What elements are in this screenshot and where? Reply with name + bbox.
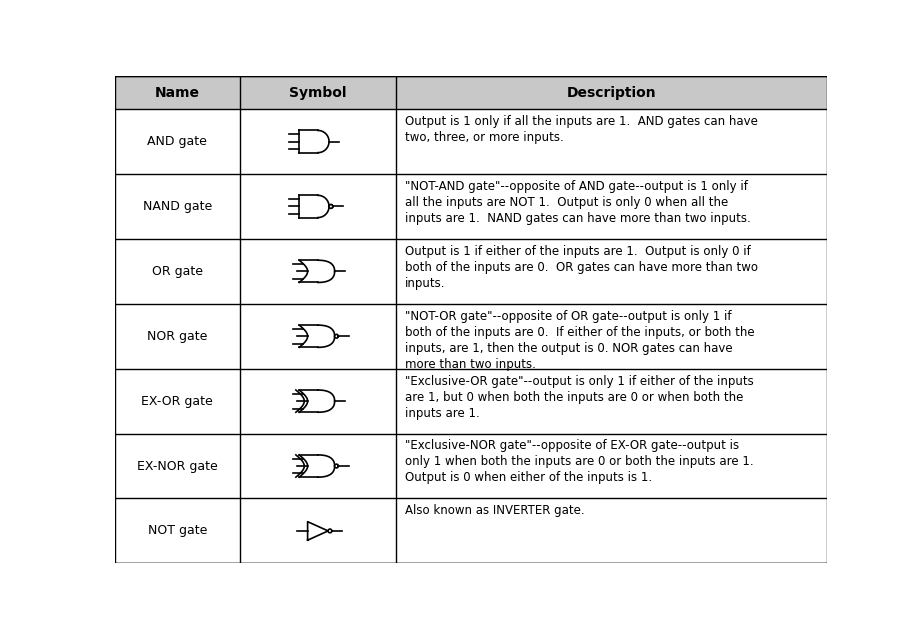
Text: AND gate: AND gate: [147, 135, 207, 148]
Text: EX-NOR gate: EX-NOR gate: [137, 460, 218, 472]
Text: "NOT-AND gate"--opposite of AND gate--output is 1 only if
all the inputs are NOT: "NOT-AND gate"--opposite of AND gate--ou…: [404, 180, 751, 225]
Text: Output is 1 if either of the inputs are 1.  Output is only 0 if
both of the inpu: Output is 1 if either of the inputs are …: [404, 245, 758, 290]
Text: Description: Description: [567, 85, 656, 99]
Text: OR gate: OR gate: [152, 265, 203, 278]
Text: "Exclusive-NOR gate"--opposite of EX-OR gate--output is
only 1 when both the inp: "Exclusive-NOR gate"--opposite of EX-OR …: [404, 439, 754, 484]
Text: Name: Name: [154, 85, 199, 99]
Text: "Exclusive-OR gate"--output is only 1 if either of the inputs
are 1, but 0 when : "Exclusive-OR gate"--output is only 1 if…: [404, 375, 754, 420]
Text: EX-OR gate: EX-OR gate: [142, 394, 213, 408]
Text: NOR gate: NOR gate: [147, 330, 208, 342]
Text: NOT gate: NOT gate: [148, 524, 207, 537]
Text: Also known as INVERTER gate.: Also known as INVERTER gate.: [404, 505, 584, 517]
Bar: [115, 76, 827, 109]
Polygon shape: [335, 334, 338, 338]
Polygon shape: [329, 204, 333, 208]
Polygon shape: [335, 464, 338, 468]
Polygon shape: [328, 529, 332, 533]
Text: NAND gate: NAND gate: [142, 200, 211, 213]
Text: "NOT-OR gate"--opposite of OR gate--output is only 1 if
both of the inputs are 0: "NOT-OR gate"--opposite of OR gate--outp…: [404, 310, 754, 371]
Text: Output is 1 only if all the inputs are 1.  AND gates can have
two, three, or mor: Output is 1 only if all the inputs are 1…: [404, 115, 757, 144]
Text: Symbol: Symbol: [289, 85, 346, 99]
